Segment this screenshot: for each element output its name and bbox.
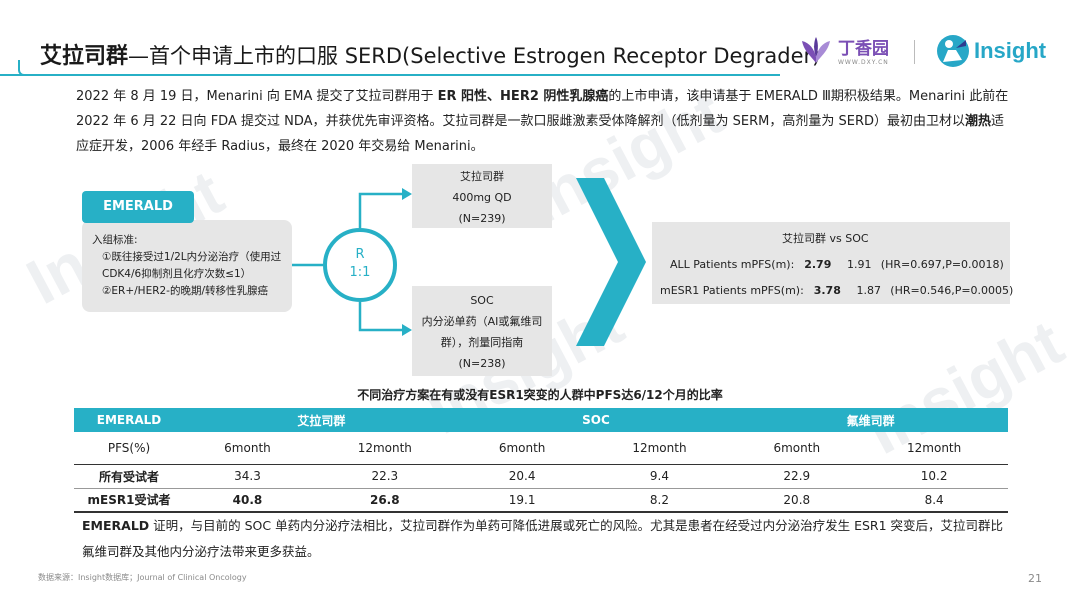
title-drug-name: 艾拉司群 [40, 44, 129, 69]
arm-elacestrant-n: (N=239) [458, 212, 506, 225]
result-all-soc: 1.91 [847, 258, 872, 271]
result-all-hr: (HR=0.697,P=0.0018) [880, 258, 1004, 271]
dxy-logo: 丁香园 WWW.DXY.CN [800, 34, 889, 66]
arm-soc-desc: 内分泌单药（AI或氟维司群），剂量同指南 [421, 315, 543, 349]
logo-divider [914, 40, 915, 64]
arm-soc-name: SOC [470, 294, 494, 307]
table-cell: 10.2 [860, 463, 1008, 488]
arm-elacestrant-name: 艾拉司群 [460, 170, 504, 183]
table-header-emerald: EMERALD [74, 408, 184, 432]
dxy-logo-url: WWW.DXY.CN [838, 59, 889, 66]
chevron-right-icon [576, 178, 646, 346]
intro-part-2: 的上市申请，该申请基于 EMERALD Ⅲ期积极结果。Menarini 此前在 … [76, 89, 1009, 129]
table-subheader-cell: 6month [224, 440, 271, 455]
intro-paragraph: 2022 年 8 月 19 日，Menarini 向 EMA 提交了艾拉司群用于… [76, 84, 1016, 159]
intro-bold-indication: ER 阳性、HER2 阴性乳腺癌 [437, 89, 609, 104]
arm-elacestrant-dose: 400mg QD [452, 191, 512, 204]
page-title: 艾拉司群—首个申请上市的口服 SERD(Selective Estrogen R… [40, 38, 820, 70]
results-header: 艾拉司群 vs SOC [782, 232, 869, 245]
insight-logo: Insight [936, 34, 1046, 68]
arm-soc-box: SOC 内分泌单药（AI或氟维司群），剂量同指南 (N=238) [412, 286, 552, 376]
randomization-ratio: 1:1 [349, 265, 371, 280]
insight-logo-text: Insight [974, 38, 1047, 63]
table-subheader-row: PFS(%) 6month 12month 6month 12month 6mo… [74, 432, 1008, 464]
table-subheader-cell: 6month [773, 440, 821, 455]
table-title: 不同治疗方案在有或没有ESR1突变的人群中PFS达6/12个月的比率 [357, 388, 723, 402]
intro-part-1: 2022 年 8 月 19 日，Menarini 向 EMA 提交了艾拉司群用于 [76, 89, 438, 104]
table-header-fulvestrant: 氟维司群 [733, 408, 1008, 432]
arm-elacestrant-box: 艾拉司群 400mg QD (N=239) [412, 164, 552, 228]
insight-figure-icon [937, 35, 969, 67]
randomization-label: R [355, 247, 365, 262]
intro-bold-hotflash: 潮热 [965, 114, 992, 129]
table-cell: 22.9 [733, 463, 861, 488]
randomization-circle: R 1:1 [323, 228, 397, 302]
table-row-label: mESR1受试者 [74, 487, 184, 513]
slide-header: 艾拉司群—首个申请上市的口服 SERD(Selective Estrogen R… [0, 30, 1080, 76]
page-number: 21 [1028, 572, 1042, 585]
result-row-all: ALL Patients mPFS(m): 2.79 1.91 (HR=0.69… [670, 258, 1004, 271]
result-all-label: ALL Patients mPFS(m): [670, 258, 795, 271]
conclusion-body: 证明，与目前的 SOC 单药内分泌疗法相比，艾拉司群作为单药可降低进展或死亡的风… [82, 518, 1004, 559]
table-header-elacestrant: 艾拉司群 [184, 408, 459, 432]
result-mesr1-hr: (HR=0.546,P=0.0005) [890, 284, 1014, 297]
result-all-drug: 2.79 [804, 258, 832, 271]
table-cell: 8.2 [585, 487, 734, 513]
criteria-title: 入组标准: [92, 234, 138, 246]
pfs-rate-table: EMERALD 艾拉司群 SOC 氟维司群 PFS(%) 6month 12mo… [74, 408, 1008, 513]
table-cell: 20.4 [458, 463, 586, 488]
table-header-soc: SOC [458, 408, 734, 432]
table-cell: 19.1 [458, 487, 586, 513]
connector-upper [358, 192, 402, 228]
criteria-item-2: ②ER+/HER2-的晚期/转移性乳腺癌 [102, 285, 269, 297]
table-cell: 22.3 [310, 463, 459, 488]
criteria-item-1: ①既往接受过1/2L内分泌治疗（使用过CDK4/6抑制剂且化疗次数≤1） [102, 251, 282, 280]
mpfs-results-box: 艾拉司群 vs SOC ALL Patients mPFS(m): 2.79 1… [652, 222, 1013, 304]
table-row: 所有受试者 34.3 22.3 20.4 9.4 22.9 10.2 [74, 463, 1008, 488]
table-subheader-cell: PFS(%) [107, 440, 151, 455]
table-subheader-cell: 12month [907, 440, 962, 455]
dxy-logo-text: 丁香园 [838, 39, 889, 59]
intro-part-3: 适应症开发，2006 年经手 Radius，最终在 2020 年交易给 Mena… [76, 114, 1005, 154]
conclusion-bold: EMERALD [82, 518, 150, 533]
connector-lower-arrowhead [402, 324, 412, 336]
table-cell: 8.4 [860, 487, 1008, 513]
result-mesr1-label: mESR1 Patients mPFS(m): [660, 284, 804, 297]
connector-lower [358, 302, 402, 332]
table-subheader-cell: 12month [632, 440, 687, 455]
table-subheader-cell: 6month [498, 440, 546, 455]
conclusion-text: EMERALD 证明，与目前的 SOC 单药内分泌疗法相比，艾拉司群作为单药可降… [82, 513, 1012, 565]
table-cell: 26.8 [310, 487, 459, 513]
table-subheader-cell: 12month [357, 440, 412, 455]
data-source-note: 数据来源：Insight数据库；Journal of Clinical Onco… [38, 573, 247, 582]
inclusion-criteria-box: 入组标准: ①既往接受过1/2L内分泌治疗（使用过CDK4/6抑制剂且化疗次数≤… [82, 220, 292, 312]
table-cell: 20.8 [733, 487, 861, 513]
title-rest: —首个申请上市的口服 SERD(Selective Estrogen Recep… [128, 44, 821, 68]
table-row-label: 所有受试者 [74, 463, 184, 488]
header-underline [0, 74, 780, 76]
result-row-mesr1: mESR1 Patients mPFS(m): 3.78 1.87 (HR=0.… [660, 284, 1013, 297]
dxy-flower-icon [802, 37, 830, 63]
table-cell: 40.8 [184, 487, 311, 513]
trial-name-badge: EMERALD [82, 191, 194, 223]
result-mesr1-soc: 1.87 [856, 284, 882, 297]
table-cell: 34.3 [184, 463, 311, 488]
arm-soc-n: (N=238) [458, 357, 506, 370]
table-row: mESR1受试者 40.8 26.8 19.1 8.2 20.8 8.4 [74, 487, 1008, 513]
table-header-row: EMERALD 艾拉司群 SOC 氟维司群 [74, 408, 1008, 432]
result-mesr1-drug: 3.78 [813, 284, 841, 297]
table-cell: 9.4 [585, 463, 734, 488]
connector-upper-arrowhead [402, 188, 412, 200]
